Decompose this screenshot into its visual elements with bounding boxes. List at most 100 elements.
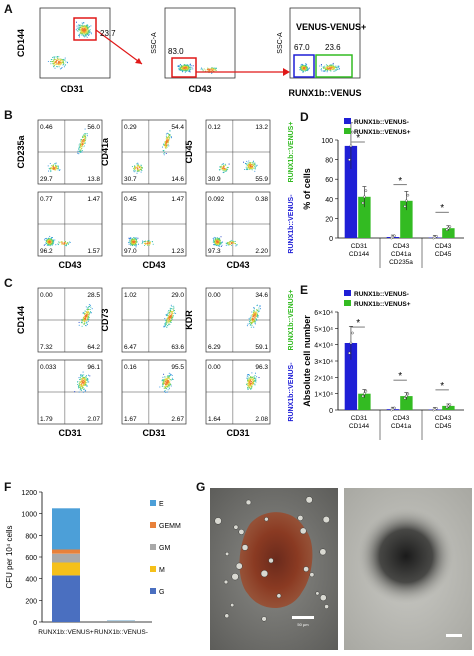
flow-event: [56, 57, 58, 59]
flow-event: [330, 67, 332, 69]
flow-event: [177, 65, 179, 68]
panel-a-scatter-3: [299, 62, 340, 74]
flow-event: [60, 58, 63, 60]
flow-event: [55, 169, 57, 171]
flow-event: [181, 67, 183, 70]
quadrant-value-ul: 0.46: [40, 124, 53, 131]
flow-event: [253, 376, 255, 378]
flow-event: [304, 64, 306, 66]
flow-event: [247, 388, 249, 390]
flow-event: [86, 26, 88, 28]
flow-x-label: CD31: [142, 428, 165, 438]
flow-event: [83, 141, 85, 143]
flow-event: [64, 64, 67, 66]
panel-a-gate-1: [73, 17, 97, 41]
quadrant-value-ul: 0.29: [124, 124, 137, 131]
cell: [225, 551, 230, 556]
flow-event: [88, 29, 90, 32]
y-tick-label: 0: [329, 236, 333, 243]
flow-event: [178, 66, 180, 68]
flow-event: [210, 70, 212, 72]
flow-event: [60, 241, 62, 243]
quadrant-value-ll: 6.29: [208, 344, 221, 351]
flow-event: [90, 25, 92, 27]
flow-event: [138, 165, 140, 167]
flow-event: [134, 244, 136, 246]
flow-event: [61, 241, 63, 243]
flow-event: [80, 374, 82, 376]
bar: [442, 405, 455, 410]
legend-label: RUNX1b::VENUS-: [354, 291, 409, 298]
flow-event: [85, 313, 87, 315]
flow-event: [78, 153, 80, 155]
significance-star: *: [440, 381, 444, 392]
flow-event: [324, 68, 326, 71]
replicate-point: [393, 406, 396, 410]
panel-a-gate1-value: 23.7: [100, 29, 116, 38]
flow-event: [302, 63, 304, 65]
flow-event: [169, 318, 171, 320]
flow-event: [171, 318, 173, 320]
quadrant-value-ll: 97.3: [208, 248, 221, 255]
flow-event: [169, 309, 171, 311]
flow-event: [78, 377, 80, 379]
flow-event: [254, 167, 256, 169]
flow-event: [86, 314, 88, 316]
flow-event: [304, 70, 306, 72]
flow-event: [60, 61, 62, 63]
flow-event: [329, 69, 331, 72]
flow-event: [83, 311, 85, 314]
flow-event: [139, 166, 141, 168]
flow-event: [51, 58, 53, 61]
flow-event: [248, 374, 250, 377]
flow-event: [305, 63, 307, 65]
flow-event: [135, 240, 137, 242]
flow-event: [169, 135, 171, 137]
category-label: CD31: [351, 243, 368, 250]
quadrant-value-ur: 54.4: [171, 124, 184, 131]
flow-event: [81, 149, 83, 152]
flow-event: [55, 165, 57, 167]
flow-event: [146, 242, 148, 245]
flow-event: [81, 151, 83, 153]
flow-event: [141, 241, 144, 244]
flow-event: [49, 168, 51, 170]
flow-event: [86, 24, 88, 26]
y-tick-label: 2×10⁴: [314, 375, 333, 382]
flow-event: [255, 378, 257, 380]
flow-event: [220, 245, 222, 248]
flow-event: [87, 312, 89, 314]
flow-event: [165, 391, 167, 393]
flow-event: [165, 322, 167, 324]
replicate-point: [348, 158, 351, 161]
flow-event: [251, 320, 253, 322]
quadrant-value-ll: 97.0: [124, 248, 137, 255]
flow-event: [135, 167, 137, 169]
flow-event: [76, 27, 78, 29]
flow-event: [320, 69, 322, 71]
y-tick-label: 5×10⁴: [314, 326, 333, 333]
flow-event: [78, 34, 80, 37]
y-tick-label: 400: [25, 577, 37, 584]
flow-event: [162, 150, 164, 152]
flow-event: [47, 237, 50, 239]
flow-event: [251, 378, 253, 380]
quadrant-value-ul: 0.45: [124, 196, 137, 203]
flow-event: [170, 310, 172, 312]
flow-event: [144, 243, 146, 245]
flow-event: [214, 67, 216, 69]
flow-event: [333, 70, 335, 72]
flow-event: [78, 379, 81, 381]
flow-event: [325, 69, 327, 71]
flow-event: [335, 67, 337, 69]
flow-event: [166, 378, 168, 380]
flow-event: [169, 136, 171, 139]
flow-event: [167, 389, 169, 391]
flow-event: [200, 67, 203, 69]
flow-event: [138, 170, 140, 172]
quadrant-value-ll: 1.64: [208, 416, 221, 423]
flow-event: [137, 170, 139, 172]
flow-event: [300, 65, 302, 67]
category-label: CD43: [435, 415, 452, 422]
panel-a-pct-pos: 23.6: [325, 43, 341, 52]
